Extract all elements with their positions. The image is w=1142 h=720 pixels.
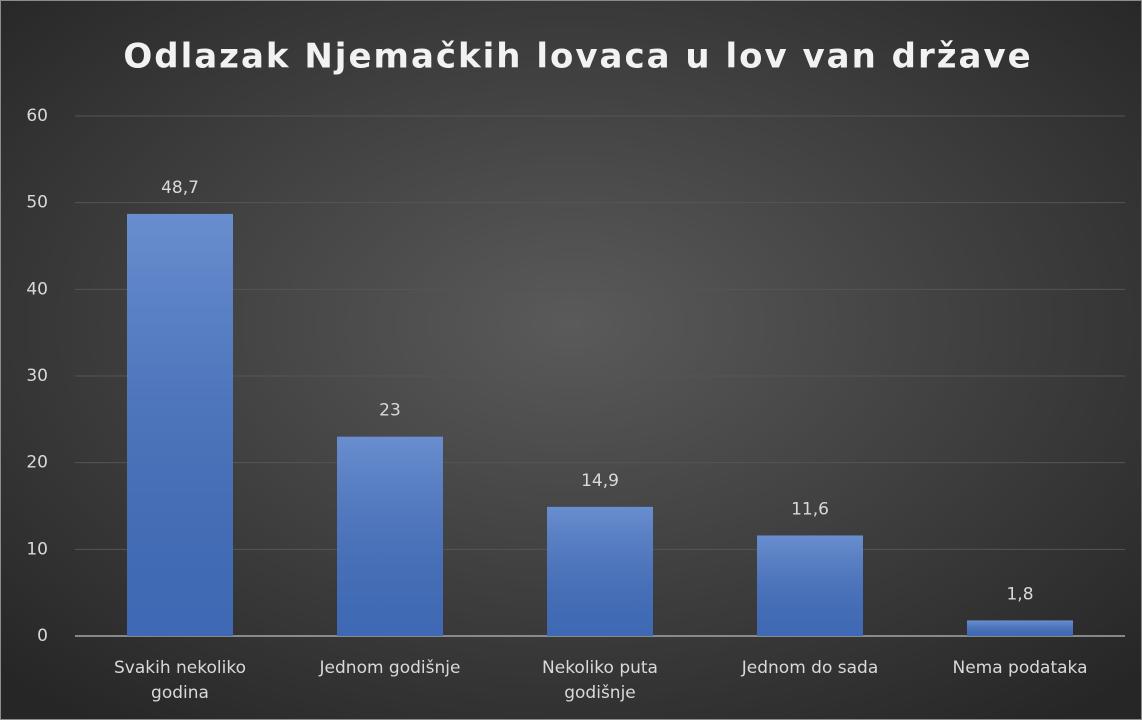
bar-shade bbox=[337, 436, 443, 636]
bar-shade bbox=[547, 506, 653, 636]
x-tick-label: Svakih nekoliko godina bbox=[114, 658, 246, 703]
data-label: 14,9 bbox=[581, 471, 619, 491]
y-tick-label: 0 bbox=[37, 626, 48, 646]
bar-shade bbox=[127, 213, 233, 636]
chart-title: Odlazak Njemačkih lovaca u lov van držav… bbox=[123, 37, 1032, 77]
y-tick-label: 50 bbox=[26, 193, 48, 213]
x-tick-label: Nekoliko puta godišnje bbox=[542, 658, 658, 703]
x-tick-label: Jednom do sada bbox=[741, 658, 878, 678]
bar-shade bbox=[757, 535, 863, 636]
data-label: 23 bbox=[379, 401, 401, 421]
x-tick-label: Nema podataka bbox=[952, 658, 1087, 678]
data-label: 11,6 bbox=[791, 499, 829, 519]
y-tick-label: 60 bbox=[26, 106, 48, 126]
y-tick-label: 20 bbox=[26, 453, 48, 473]
data-label: 1,8 bbox=[1006, 584, 1033, 604]
bar-shade bbox=[967, 620, 1073, 636]
y-tick-label: 40 bbox=[26, 279, 48, 299]
y-tick-label: 10 bbox=[26, 539, 48, 559]
data-label: 48,7 bbox=[161, 178, 199, 198]
y-tick-label: 30 bbox=[26, 366, 48, 386]
x-tick-label: Jednom godišnje bbox=[319, 658, 461, 678]
